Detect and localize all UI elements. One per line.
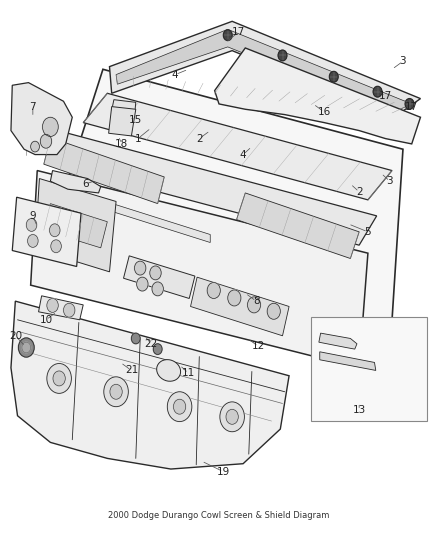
- Text: 17: 17: [405, 102, 418, 111]
- Circle shape: [278, 50, 287, 61]
- Circle shape: [47, 298, 58, 312]
- Text: 10: 10: [39, 315, 53, 325]
- Circle shape: [405, 99, 414, 109]
- Text: 21: 21: [125, 366, 138, 375]
- Polygon shape: [215, 48, 420, 144]
- Polygon shape: [12, 197, 81, 266]
- Circle shape: [226, 409, 238, 424]
- Circle shape: [173, 399, 186, 414]
- Polygon shape: [48, 133, 377, 245]
- Text: 4: 4: [240, 150, 247, 159]
- Text: 9: 9: [29, 211, 36, 221]
- Polygon shape: [50, 171, 101, 193]
- Text: 13: 13: [353, 406, 366, 415]
- Polygon shape: [37, 69, 403, 354]
- Polygon shape: [42, 181, 210, 243]
- Circle shape: [104, 377, 128, 407]
- Polygon shape: [319, 333, 357, 349]
- Polygon shape: [44, 138, 164, 204]
- Circle shape: [22, 342, 31, 353]
- Text: 8: 8: [253, 296, 260, 306]
- Circle shape: [228, 290, 241, 306]
- Polygon shape: [124, 256, 195, 298]
- Text: 20: 20: [9, 331, 22, 341]
- Circle shape: [28, 235, 38, 247]
- Polygon shape: [31, 171, 368, 368]
- Text: 22: 22: [145, 339, 158, 349]
- Text: 1: 1: [134, 134, 141, 143]
- Text: 3: 3: [399, 56, 406, 66]
- Text: 3: 3: [386, 176, 393, 186]
- Circle shape: [31, 141, 39, 152]
- Circle shape: [18, 338, 34, 357]
- Circle shape: [64, 303, 75, 317]
- Polygon shape: [11, 301, 289, 469]
- Polygon shape: [110, 21, 420, 117]
- Circle shape: [47, 364, 71, 393]
- Text: 2: 2: [356, 187, 363, 197]
- Polygon shape: [44, 204, 107, 248]
- Circle shape: [40, 134, 52, 148]
- Circle shape: [131, 333, 140, 344]
- Circle shape: [153, 344, 162, 354]
- Polygon shape: [83, 93, 392, 200]
- Circle shape: [167, 392, 192, 422]
- Circle shape: [53, 371, 65, 386]
- Polygon shape: [39, 296, 83, 320]
- Circle shape: [373, 86, 382, 97]
- Text: 18: 18: [115, 139, 128, 149]
- Text: 2000 Dodge Durango Cowl Screen & Shield Diagram: 2000 Dodge Durango Cowl Screen & Shield …: [108, 511, 330, 520]
- FancyBboxPatch shape: [311, 317, 427, 421]
- Circle shape: [150, 266, 161, 280]
- Text: 17: 17: [379, 91, 392, 101]
- Text: 16: 16: [318, 107, 331, 117]
- Polygon shape: [191, 277, 289, 336]
- Circle shape: [49, 224, 60, 237]
- Circle shape: [26, 219, 37, 231]
- Circle shape: [220, 402, 244, 432]
- Circle shape: [267, 303, 280, 319]
- Polygon shape: [116, 29, 412, 113]
- Circle shape: [42, 117, 58, 136]
- Text: 12: 12: [252, 342, 265, 351]
- Text: 6: 6: [82, 179, 89, 189]
- Circle shape: [152, 282, 163, 296]
- Text: 4: 4: [172, 70, 179, 79]
- Polygon shape: [112, 100, 136, 112]
- Text: 11: 11: [182, 368, 195, 378]
- Text: 5: 5: [364, 227, 371, 237]
- Polygon shape: [109, 107, 136, 136]
- Polygon shape: [11, 83, 72, 155]
- Circle shape: [110, 384, 122, 399]
- Text: 19: 19: [217, 467, 230, 477]
- Circle shape: [223, 30, 232, 41]
- Circle shape: [137, 277, 148, 291]
- Text: 7: 7: [29, 102, 36, 111]
- Circle shape: [134, 261, 146, 275]
- Text: 2: 2: [196, 134, 203, 143]
- Text: 15: 15: [129, 115, 142, 125]
- Polygon shape: [237, 193, 359, 259]
- Circle shape: [51, 240, 61, 253]
- Polygon shape: [35, 179, 116, 272]
- Circle shape: [329, 71, 338, 82]
- Polygon shape: [320, 352, 376, 370]
- Circle shape: [207, 282, 220, 298]
- Text: 17: 17: [232, 27, 245, 37]
- Circle shape: [247, 297, 261, 313]
- Ellipse shape: [157, 360, 180, 381]
